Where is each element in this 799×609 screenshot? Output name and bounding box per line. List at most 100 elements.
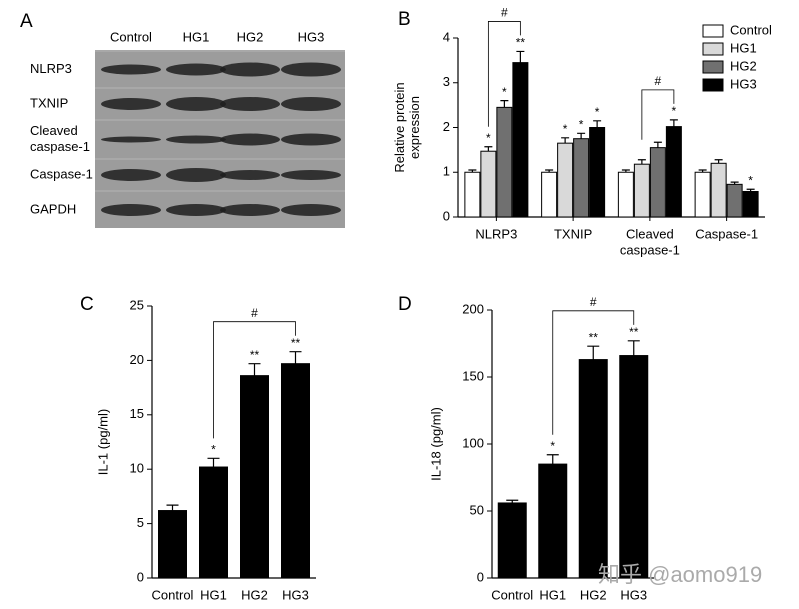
watermark: 知乎 @aomo919 <box>598 562 762 587</box>
y-tick-label: 0 <box>477 569 484 584</box>
significance-mark: * <box>550 439 555 453</box>
y-tick-label: 4 <box>443 29 450 44</box>
y-tick-label: 15 <box>130 406 144 421</box>
x-tick-label: HG2 <box>580 587 607 602</box>
error-bar <box>577 132 586 139</box>
x-tick-label: HG2 <box>241 587 268 602</box>
y-tick-label: 1 <box>443 164 450 179</box>
significance-bracket <box>213 321 296 439</box>
bar <box>496 106 513 218</box>
x-tick-label: HG1 <box>200 587 227 602</box>
blot-band <box>166 135 226 144</box>
y-tick-label: 0 <box>137 569 144 584</box>
panel-label: B <box>398 9 411 30</box>
bar <box>665 126 682 218</box>
x-tick-label: TXNIP <box>554 226 592 241</box>
significance-mark: * <box>502 85 507 99</box>
blot-band <box>101 169 161 181</box>
significance-mark: ** <box>589 330 599 344</box>
blot-band <box>281 204 341 216</box>
y-axis-label: IL-18 (pg/ml) <box>428 407 443 481</box>
blot-row-label: GAPDH <box>30 201 76 216</box>
blot-band <box>166 168 226 182</box>
error-bar <box>698 169 707 173</box>
x-tick-label: Control <box>152 587 194 602</box>
legend-label: HG3 <box>730 76 757 91</box>
y-tick-label: 2 <box>443 119 450 134</box>
error-bar <box>587 345 600 360</box>
bar <box>710 162 727 218</box>
error-bar <box>248 363 261 376</box>
y-tick-label: 5 <box>137 515 144 530</box>
blot-column-label: HG3 <box>298 29 325 44</box>
blot-band <box>166 204 226 216</box>
significance-mark: * <box>563 122 568 136</box>
y-tick-label: 10 <box>130 461 144 476</box>
blot-band <box>220 62 280 77</box>
x-tick-label: HG3 <box>620 587 647 602</box>
significance-label: # <box>655 74 662 88</box>
blot-column-label: HG2 <box>237 29 264 44</box>
panel-label: A <box>20 11 33 32</box>
blot-band <box>281 97 341 111</box>
legend-label: Control <box>730 22 772 37</box>
bar <box>742 190 759 218</box>
bar <box>726 183 743 218</box>
legend-swatch <box>702 78 724 92</box>
bar <box>649 147 666 218</box>
y-tick-label: 150 <box>462 368 484 383</box>
blot-band <box>220 204 280 216</box>
y-axis-label: Relative protein <box>392 82 407 172</box>
significance-mark: * <box>579 117 584 131</box>
error-bar <box>627 340 640 356</box>
blot-column-label: Control <box>110 29 152 44</box>
bar <box>464 171 481 218</box>
significance-mark: ** <box>250 348 260 362</box>
significance-mark: * <box>748 173 753 187</box>
bar <box>480 150 497 218</box>
error-bar <box>289 351 302 364</box>
error-bar <box>714 159 723 164</box>
blot-band <box>281 170 341 180</box>
bar <box>557 142 574 218</box>
bar <box>158 510 187 579</box>
error-bar <box>546 454 559 465</box>
error-bar <box>730 181 739 185</box>
error-bar <box>506 499 519 503</box>
bar <box>541 171 558 218</box>
significance-bracket <box>487 21 521 127</box>
blot-row-label: NLRP3 <box>30 61 72 76</box>
error-bar <box>484 146 493 152</box>
y-tick-label: 3 <box>443 74 450 89</box>
error-bar <box>653 141 662 148</box>
error-bar <box>166 504 179 511</box>
panel-label: C <box>80 294 94 315</box>
legend-swatch <box>702 42 724 56</box>
error-bar <box>500 100 509 108</box>
x-tick-label: Cleaved <box>626 226 674 241</box>
y-tick-label: 200 <box>462 301 484 316</box>
blot-band <box>220 170 280 180</box>
bar <box>578 359 608 579</box>
significance-mark: * <box>486 131 491 145</box>
significance-bracket <box>641 89 675 140</box>
error-bar <box>593 120 602 128</box>
blot-band <box>281 133 341 146</box>
error-bar <box>621 169 630 173</box>
error-bar <box>669 119 678 127</box>
bar <box>589 127 606 218</box>
y-tick-label: 50 <box>470 502 484 517</box>
significance-mark: * <box>595 105 600 119</box>
y-tick-label: 0 <box>443 208 450 223</box>
bar <box>619 355 649 579</box>
significance-label: # <box>501 6 508 20</box>
bar <box>240 375 269 579</box>
significance-mark: ** <box>291 336 301 350</box>
error-bar <box>637 159 646 165</box>
bar <box>199 466 228 579</box>
significance-label: # <box>590 295 597 309</box>
blot-band <box>101 98 161 110</box>
error-bar <box>746 188 755 192</box>
blot-band <box>166 63 226 76</box>
legend-swatch <box>702 24 724 38</box>
